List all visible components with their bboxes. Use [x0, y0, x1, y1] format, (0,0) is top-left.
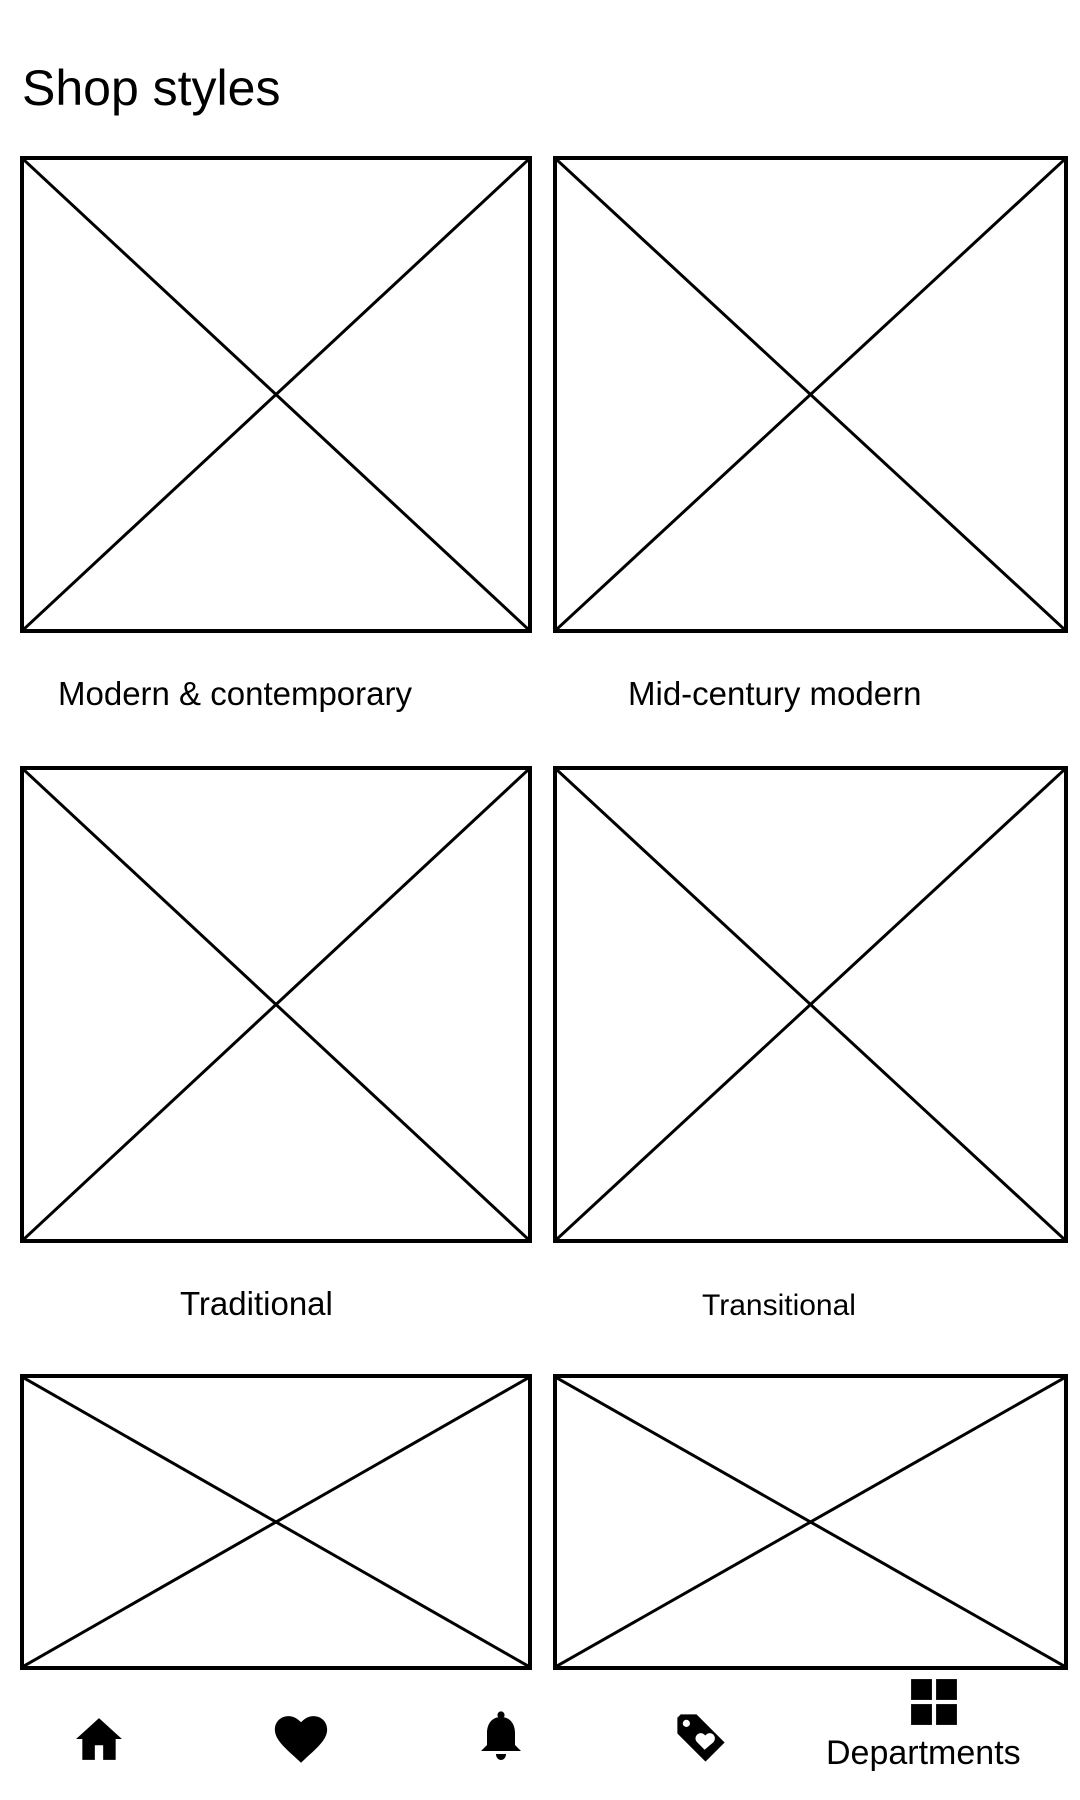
image-placeholder-icon [20, 1374, 532, 1670]
style-label: Transitional [702, 1289, 856, 1322]
image-placeholder-icon [553, 766, 1068, 1243]
page-title: Shop styles [22, 60, 281, 116]
style-tile-6[interactable] [553, 1374, 1068, 1670]
home-icon [76, 1718, 122, 1760]
image-placeholder-icon [20, 766, 532, 1243]
style-tile-traditional[interactable]: Traditional [20, 766, 532, 1326]
nav-item-notifications[interactable] [440, 1675, 560, 1800]
bottom-nav: Departments [0, 1675, 1080, 1800]
style-tile-mid-century-modern[interactable]: Mid-century modern [553, 156, 1068, 716]
style-tile-modern-contemporary[interactable]: Modern & contemporary [20, 156, 532, 716]
bell-icon [481, 1711, 521, 1760]
heart-icon [274, 1716, 328, 1763]
nav-item-home[interactable] [40, 1675, 160, 1800]
tag-heart-icon [677, 1714, 725, 1762]
nav-item-departments[interactable]: Departments [800, 1675, 1080, 1800]
style-tile-transitional[interactable]: Transitional [553, 766, 1068, 1326]
style-tile-5[interactable] [20, 1374, 532, 1670]
grid-icon [911, 1679, 957, 1725]
nav-item-deals[interactable] [640, 1675, 760, 1800]
nav-item-favorites[interactable] [240, 1675, 360, 1800]
nav-label-departments: Departments [826, 1734, 1021, 1772]
image-placeholder-icon [553, 1374, 1068, 1670]
style-label: Traditional [180, 1285, 333, 1322]
image-placeholder-icon [553, 156, 1068, 633]
image-placeholder-icon [20, 156, 532, 633]
style-label: Mid-century modern [628, 675, 922, 712]
style-label: Modern & contemporary [58, 675, 412, 712]
